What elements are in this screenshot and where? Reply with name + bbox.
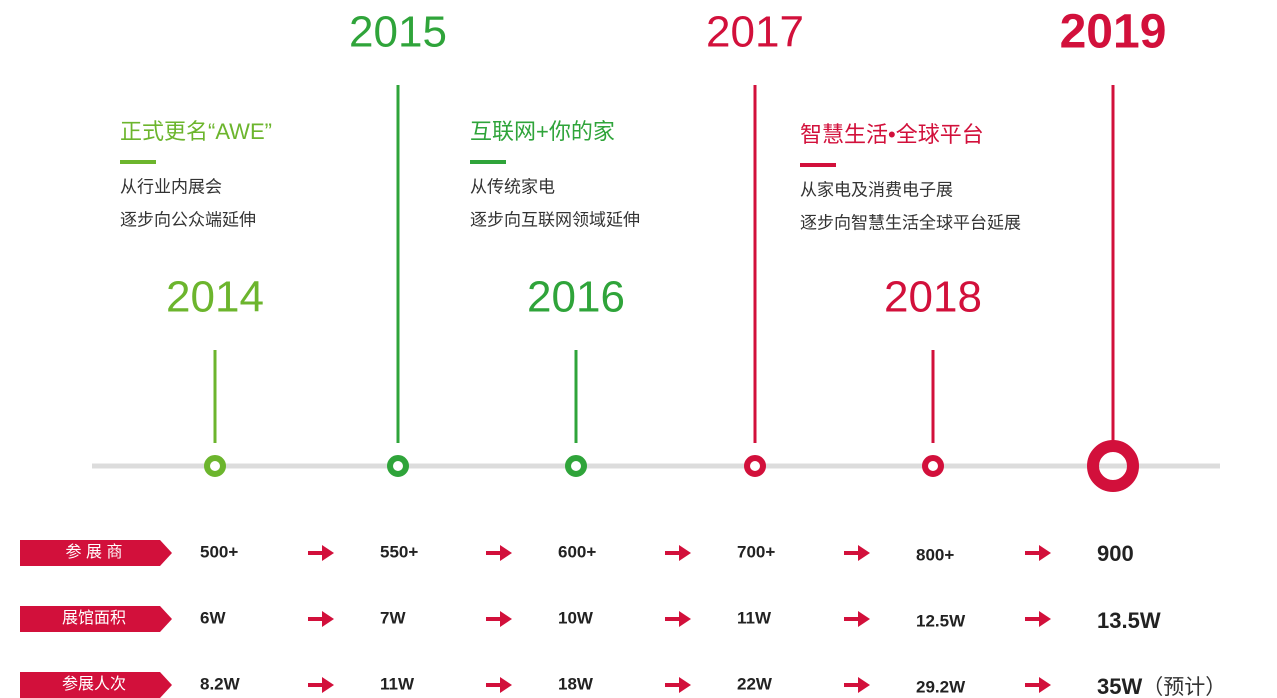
year-node <box>1087 440 1139 492</box>
year-node <box>387 455 409 477</box>
stat-value: 7W <box>380 608 406 627</box>
arrow <box>844 677 870 693</box>
stat-value: 500+ <box>200 542 238 561</box>
stat-value: 13.5W <box>1097 608 1161 633</box>
stat-value: 29.2W <box>916 677 966 696</box>
milestone-title: 互联网+你的家 <box>470 119 615 144</box>
milestone-title: 智慧生活•全球平台 <box>800 122 984 147</box>
year-label: 2016 <box>527 273 625 322</box>
stat-value: 10W <box>558 608 594 627</box>
stat-value: 11W <box>380 674 415 693</box>
stat-value: 550+ <box>380 542 418 561</box>
arrow <box>308 677 334 693</box>
milestone-underline <box>470 160 506 164</box>
stat-label: 参 展 商 <box>66 543 123 561</box>
stat-value: 8.2W <box>200 674 241 693</box>
arrow <box>844 611 870 627</box>
stat-value: 600+ <box>558 542 596 561</box>
arrow <box>486 611 512 627</box>
arrow <box>665 677 691 693</box>
stat-value: 22W <box>737 674 773 693</box>
stat-note: （预计） <box>1142 676 1226 698</box>
stat-label-box <box>20 540 172 566</box>
arrow <box>665 545 691 561</box>
arrow <box>486 677 512 693</box>
arrow <box>665 611 691 627</box>
stat-label-box <box>20 606 172 632</box>
stat-value: 800+ <box>916 545 954 564</box>
year-label: 2015 <box>349 8 447 57</box>
stat-label: 展馆面积 <box>62 609 126 627</box>
milestone-text: 逐步向智慧生活全球平台延展 <box>800 213 1021 232</box>
stat-value: 12.5W <box>916 611 966 630</box>
stat-label: 参展人次 <box>62 675 126 693</box>
year-label: 2017 <box>706 8 804 57</box>
year-node <box>922 455 944 477</box>
milestone-text: 逐步向互联网领域延伸 <box>470 210 640 229</box>
stat-value: 35W（预计） <box>1097 674 1226 698</box>
year-label: 2019 <box>1060 6 1167 59</box>
milestone-text: 从行业内展会 <box>120 177 222 196</box>
milestone-underline <box>120 160 156 164</box>
milestone-text: 从传统家电 <box>470 177 555 196</box>
stat-value: 6W <box>200 608 226 627</box>
year-node <box>744 455 766 477</box>
year-label: 2014 <box>166 273 264 322</box>
stat-value: 700+ <box>737 542 775 561</box>
milestone-text: 从家电及消费电子展 <box>800 180 953 199</box>
arrow <box>1025 545 1051 561</box>
year-node <box>565 455 587 477</box>
year-label: 2018 <box>884 273 982 322</box>
arrow <box>1025 611 1051 627</box>
milestone-text: 逐步向公众端延伸 <box>120 210 256 229</box>
arrow <box>486 545 512 561</box>
milestone-title: 正式更名“AWE” <box>120 119 272 144</box>
stat-value: 11W <box>737 608 772 627</box>
arrow <box>308 611 334 627</box>
stat-value: 900 <box>1097 541 1134 566</box>
stat-label-box <box>20 672 172 698</box>
arrow <box>308 545 334 561</box>
arrow <box>844 545 870 561</box>
stat-value: 18W <box>558 674 594 693</box>
year-node <box>204 455 226 477</box>
arrow <box>1025 677 1051 693</box>
milestone-underline <box>800 163 836 167</box>
